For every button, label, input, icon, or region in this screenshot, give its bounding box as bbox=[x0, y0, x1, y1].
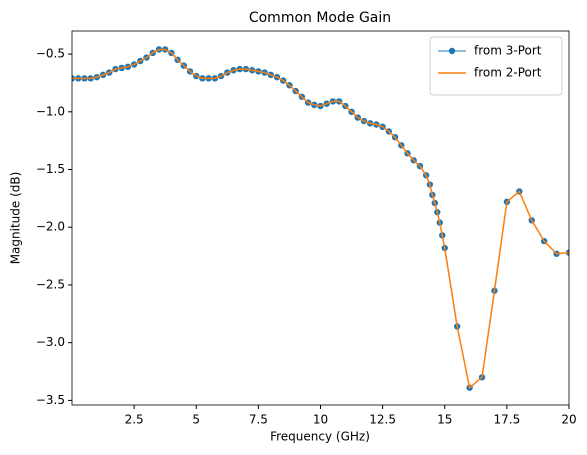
y-tick-label: −1.0 bbox=[36, 104, 65, 118]
plot-area bbox=[72, 46, 569, 391]
series-line bbox=[72, 48, 569, 389]
y-axis-label: Magnitude (dB) bbox=[9, 172, 23, 265]
y-tick-label: −3.5 bbox=[36, 393, 65, 407]
x-tick-label: 15 bbox=[437, 413, 452, 427]
legend-label: from 2-Port bbox=[474, 66, 542, 80]
x-tick-label: 10 bbox=[313, 413, 328, 427]
x-tick-label: 2.5 bbox=[125, 413, 144, 427]
x-tick-label: 12.5 bbox=[369, 413, 396, 427]
legend-marker bbox=[448, 47, 456, 55]
x-axis-label: Frequency (GHz) bbox=[270, 430, 370, 444]
legend-label: from 3-Port bbox=[474, 44, 542, 58]
x-tick-label: 5 bbox=[192, 413, 200, 427]
y-tick-label: −1.5 bbox=[36, 162, 65, 176]
plot-frame bbox=[71, 30, 570, 406]
series-line bbox=[72, 48, 569, 390]
x-tick-label: 7.5 bbox=[249, 413, 268, 427]
y-tick-label: −2.5 bbox=[36, 277, 65, 291]
y-tick-label: −3.0 bbox=[36, 335, 65, 349]
x-tick-label: 20 bbox=[561, 413, 576, 427]
chart-title: Common Mode Gain bbox=[249, 10, 391, 26]
y-tick-label: −2.0 bbox=[36, 220, 65, 234]
x-tick-label: 17.5 bbox=[494, 413, 521, 427]
y-tick-label: −0.5 bbox=[36, 47, 65, 61]
